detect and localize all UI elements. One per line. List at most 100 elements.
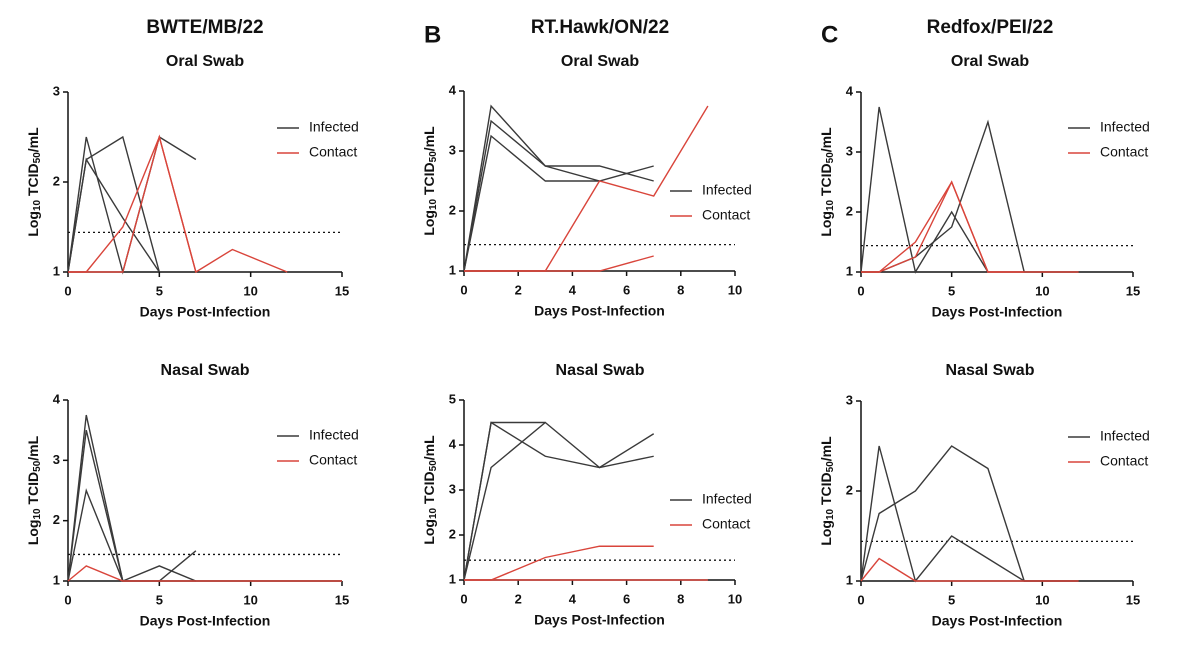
y-tick-label: 1 [449,571,456,586]
x-tick-label: 6 [623,282,630,297]
y-tick-label: 1 [53,263,60,278]
y-axis-label-part: /mL [818,127,834,152]
subtitle: Oral Swab [951,53,1029,70]
y-tick-label: 1 [53,572,60,587]
x-tick-label: 10 [1035,592,1049,607]
y-tick-label: 3 [53,83,60,98]
x-tick-label: 6 [623,591,630,606]
data-line [68,134,197,273]
y-axis-label-part: 50 [428,460,439,472]
y-axis-label-part: Log [421,519,437,545]
y-tick-label: 1 [846,263,853,278]
data-line [860,445,1079,582]
data-line [464,545,654,581]
y-axis-label-part: 10 [32,508,43,520]
x-tick-label: 0 [857,283,864,298]
data-line [67,414,342,582]
data-line [861,180,1079,273]
x-axis-label: Days Post-Infection [140,304,271,320]
data-line [464,105,709,272]
x-tick-label: 0 [64,283,71,298]
y-axis-label-part: 50 [32,152,43,164]
data-line [463,134,600,272]
data-line [860,445,1079,583]
y-tick-label: 4 [449,436,457,451]
legend-label: Infected [1100,119,1150,135]
y-axis-label: Log10 TCID50/mL [25,127,43,237]
y-axis-label-part: Log [818,520,834,546]
panel-label: B [424,21,441,48]
x-tick-label: 2 [515,282,522,297]
y-tick-label: 3 [449,142,456,157]
y-axis-label-part: 10 [428,198,439,210]
legend-label: Contact [1100,144,1148,160]
x-tick-label: 10 [728,282,742,297]
y-tick-label: 3 [449,481,456,496]
y-tick-label: 1 [846,572,853,587]
y-axis-label-part: 50 [32,460,43,472]
x-tick-label: 10 [243,592,257,607]
x-axis-label: Days Post-Infection [534,303,665,319]
y-tick-label: 2 [449,202,456,217]
legend-label: Infected [309,427,359,443]
y-axis-label-part: TCID [818,472,834,509]
subtitle: Nasal Swab [556,362,645,379]
subtitle: Oral Swab [561,53,639,70]
legend-label: Contact [309,452,357,468]
data-line [860,106,989,274]
legend-label: Infected [702,182,752,198]
data-line [463,119,654,272]
legend-label: Infected [1100,428,1150,444]
legend-label: Infected [309,119,359,135]
x-axis-label: Days Post-Infection [932,613,1063,629]
y-axis-label: Log10 TCID50/mL [818,127,836,237]
y-tick-label: 3 [53,452,60,467]
y-axis-label-part: 50 [428,151,439,163]
subtitle: Nasal Swab [161,362,250,379]
y-axis-label-part: Log [818,211,834,237]
y-axis-label: Log10 TCID50/mL [25,435,43,545]
x-tick-label: 15 [335,283,349,298]
y-axis-label-part: 10 [825,508,836,520]
x-tick-label: 4 [569,591,577,606]
y-axis-label-part: /mL [25,435,41,460]
legend-label: Infected [702,491,752,507]
y-axis-label-part: TCID [818,163,834,200]
y-axis-label-part: TCID [25,163,41,200]
y-axis-label-part: Log [25,211,41,237]
legend-label: Contact [702,207,750,223]
y-tick-label: 2 [53,512,60,527]
y-axis-label: Log10 TCID50/mL [421,126,439,236]
y-axis-label-part: 10 [428,507,439,519]
y-axis-label-part: 10 [825,199,836,211]
x-tick-label: 15 [335,592,349,607]
legend-label: Contact [702,516,750,532]
panel-title: RT.Hawk/ON/22 [531,17,669,38]
y-axis-label-part: /mL [421,435,437,460]
data-line [67,565,342,582]
y-tick-label: 2 [449,526,456,541]
x-axis-label: Days Post-Infection [140,613,271,629]
y-tick-label: 4 [846,83,854,98]
y-tick-label: 2 [53,173,60,188]
legend-label: Contact [1100,453,1148,469]
y-tick-label: 3 [846,392,853,407]
y-axis-label-part: Log [421,210,437,236]
y-axis-label-part: 50 [825,461,836,473]
y-tick-label: 1 [449,262,456,277]
y-tick-label: 5 [449,391,456,406]
data-line [67,430,197,582]
y-axis-label: Log10 TCID50/mL [421,435,439,545]
legend-label: Contact [309,144,357,160]
data-line [67,157,160,273]
panel-title: BWTE/MB/22 [146,17,263,38]
x-tick-label: 15 [1126,592,1140,607]
x-tick-label: 8 [677,282,684,297]
panel-label: C [821,21,838,48]
y-axis-label-part: TCID [421,162,437,199]
x-tick-label: 4 [569,282,577,297]
y-axis-label-part: /mL [25,127,41,152]
y-tick-label: 4 [449,82,457,97]
x-tick-label: 0 [64,592,71,607]
x-tick-label: 5 [156,283,163,298]
